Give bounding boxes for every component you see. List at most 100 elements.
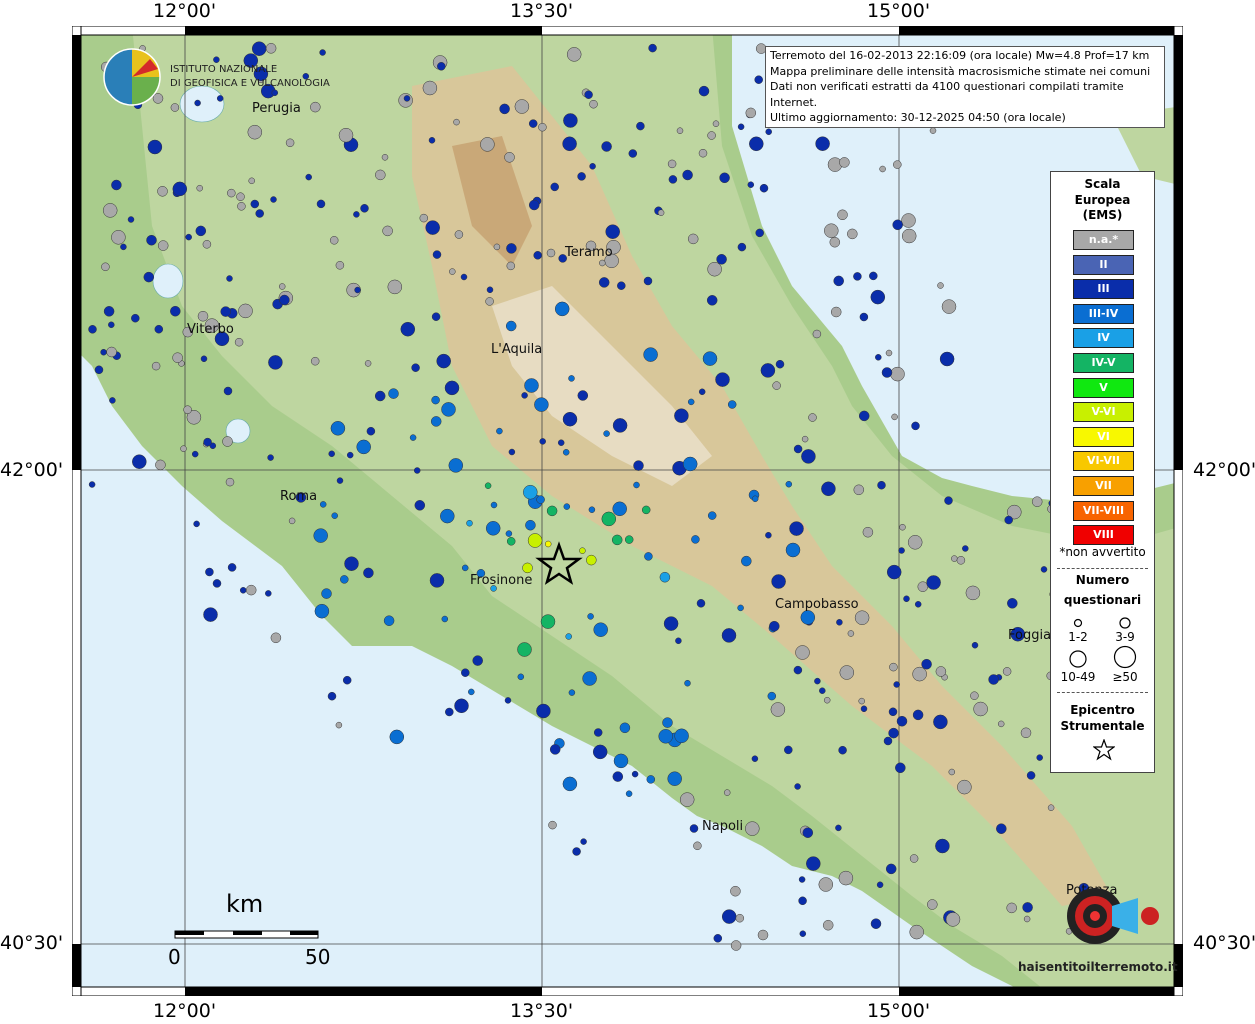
intensity-point [917, 581, 929, 592]
intensity-point [94, 365, 104, 375]
intensity-point [879, 165, 886, 173]
intensity-point [912, 709, 924, 721]
intensity-point [903, 595, 910, 603]
intensity-point [893, 160, 902, 169]
intensity-point [227, 563, 237, 572]
intensity-point [716, 254, 727, 265]
coord-bottom-13-30: 13°30' [510, 1000, 574, 1022]
intensity-point [935, 666, 947, 677]
intensity-point [203, 437, 212, 447]
intensity-point [111, 179, 122, 191]
intensity-point [812, 329, 822, 339]
intensity-point [429, 573, 445, 588]
intensity-point [330, 421, 346, 436]
intensity-point [454, 698, 469, 714]
intensity-point [271, 89, 279, 97]
info-line-4: Ultimo aggiornamento: 30-12-2025 04:50 (… [770, 111, 1066, 124]
intensity-point [223, 386, 233, 396]
intensity-point [847, 630, 855, 637]
intensity-point [875, 354, 882, 361]
intensity-point [836, 619, 843, 626]
intensity-point [562, 449, 570, 456]
intensity-point [565, 633, 572, 640]
intensity-point [245, 584, 257, 596]
intensity-point [838, 745, 847, 755]
intensity-point [328, 450, 335, 458]
intensity-point [737, 604, 744, 612]
intensity-point [598, 277, 610, 288]
intensity-map[interactable] [72, 26, 1183, 996]
intensity-point [388, 388, 399, 399]
intensity-point [858, 410, 870, 422]
intensity-point [374, 390, 386, 402]
intensity-point [1004, 515, 1013, 525]
intensity-point [741, 555, 752, 567]
intensity-point [760, 363, 776, 378]
intensity-point [765, 128, 772, 136]
intensity-point [536, 495, 545, 504]
legend-size-1: 1-2 [1068, 630, 1088, 644]
intensity-point [239, 587, 247, 594]
intensity-point [103, 306, 115, 317]
intensity-point [870, 918, 882, 929]
intensity-point [933, 714, 948, 730]
legend-swatch-3: III-IV [1073, 303, 1134, 324]
intensity-point [593, 728, 603, 737]
intensity-point [295, 492, 307, 503]
intensity-point [885, 863, 897, 875]
intensity-point [180, 445, 187, 452]
intensity-point [749, 136, 764, 152]
legend-swatch-4: IV [1073, 328, 1134, 349]
intensity-point [375, 169, 386, 181]
intensity-point [822, 919, 834, 931]
intensity-point [839, 157, 850, 168]
intensity-point [152, 93, 164, 104]
intensity-point [854, 610, 870, 625]
intensity-point [771, 574, 786, 589]
ems-legend: Scala Europea (EMS) n.a.* II III III-IV IV IV… [1050, 171, 1155, 773]
intensity-point [921, 658, 932, 670]
intensity-point [268, 355, 283, 370]
lake-bolsena [152, 263, 184, 299]
intensity-point [962, 545, 969, 552]
ingv-name-2: DI GEOFISICA E VULCANOLOGIA [170, 78, 330, 89]
intensity-point [584, 90, 593, 99]
brand-badge[interactable]: haisentitoilterremoto.it [1018, 858, 1178, 978]
intensity-point [580, 838, 587, 845]
intensity-point [472, 655, 483, 666]
intensity-point [540, 614, 556, 629]
intensity-point [506, 537, 516, 546]
intensity-point [285, 138, 295, 148]
intensity-point [562, 136, 577, 152]
legend-title-2: Europea [1074, 192, 1131, 207]
intensity-point [170, 305, 181, 317]
intensity-point [279, 294, 290, 306]
intensity-point [636, 121, 645, 131]
intensity-point [801, 435, 809, 443]
intensity-point [111, 230, 126, 245]
intensity-point [220, 306, 231, 317]
intensity-point [508, 448, 516, 456]
intensity-point [265, 43, 277, 54]
intensity-point [288, 517, 296, 525]
intensity-point [1007, 504, 1022, 520]
intensity-point [248, 177, 255, 185]
legend-count-title-2: questionari [1063, 593, 1142, 607]
intensity-point [628, 149, 638, 158]
intensity-point [770, 702, 786, 717]
intensity-point [676, 127, 684, 134]
intensity-point [557, 439, 565, 446]
intensity-point [234, 337, 244, 347]
legend-separator-2 [1057, 692, 1148, 693]
intensity-point [335, 261, 345, 270]
intensity-point [611, 534, 623, 546]
intensity-point [789, 521, 804, 536]
intensity-point [1006, 902, 1017, 914]
intensity-point [613, 753, 629, 769]
intensity-point [687, 398, 695, 406]
intensity-point [514, 99, 530, 114]
intensity-point [1020, 727, 1032, 739]
intensity-point [721, 628, 737, 643]
earthquake-info: Terremoto del 16-02-2013 22:16:09 (ora l… [765, 46, 1165, 128]
intensity-point [1036, 754, 1043, 761]
